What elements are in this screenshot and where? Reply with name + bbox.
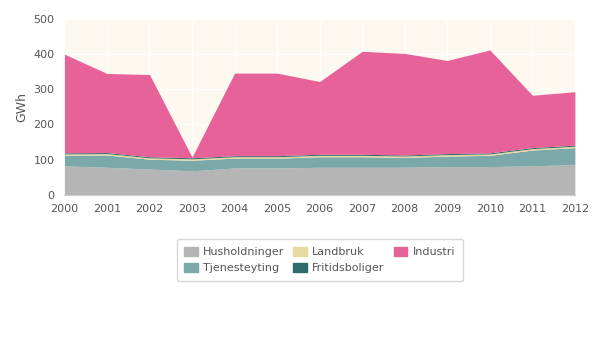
Y-axis label: GWh: GWh (15, 92, 28, 122)
Legend: Husholdninger, Tjenesteyting, Landbruk, Fritidsboliger, Industri: Husholdninger, Tjenesteyting, Landbruk, … (176, 239, 463, 281)
